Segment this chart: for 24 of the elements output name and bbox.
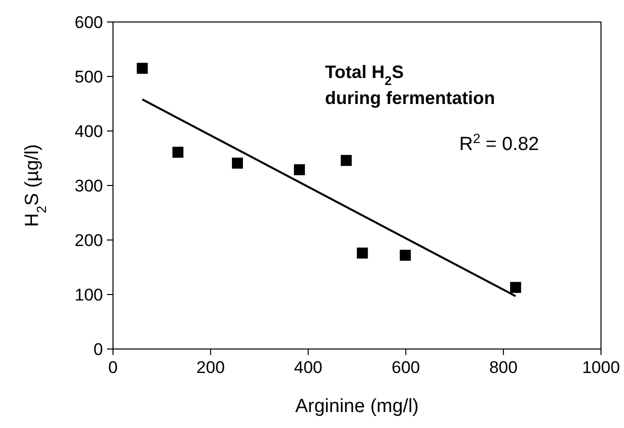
y-tick-label: 400: [74, 122, 103, 141]
x-tick-label: 1000: [582, 358, 620, 377]
point: [136, 62, 148, 74]
x-tick-label: 200: [196, 358, 225, 377]
point: [340, 154, 352, 166]
point: [356, 248, 368, 259]
x-tick-label: 0: [108, 358, 118, 377]
annotation: R$^{2}$ = 0.82: [459, 130, 539, 155]
y-tick-label: 100: [74, 286, 103, 304]
x-axis-title: Arginine (mg/l): [295, 396, 419, 417]
y-tick-label: 500: [74, 68, 103, 86]
y-tick-label: 200: [74, 231, 103, 250]
y-tick-label: 300: [74, 176, 103, 196]
point: [232, 158, 243, 169]
point: [172, 146, 184, 158]
x-tick-label: 400: [294, 358, 322, 377]
point: [400, 250, 411, 261]
x-tick-label: 600: [392, 358, 420, 377]
point: [510, 282, 522, 293]
y-tick-label: 0: [94, 340, 103, 359]
y-tick-label: 600: [74, 13, 103, 32]
text: Total H$_{2}$S during fermentation: [325, 62, 495, 108]
x-tick-label: 800: [489, 358, 518, 377]
point: [294, 164, 305, 176]
